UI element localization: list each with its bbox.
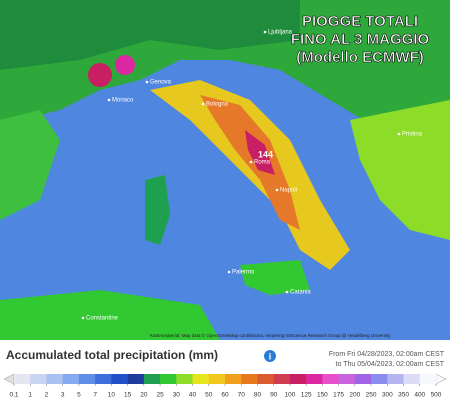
colorbar-label: 3 [61,392,65,399]
city-dot [107,98,111,102]
attribution: Kartenmaterial: Map data © OpenStreetMap… [150,332,391,338]
city-dot [227,270,231,274]
colorbar-swatch [30,374,47,384]
alps [0,0,300,70]
colorbar-label: 5 [77,392,81,399]
colorbar-swatch [387,374,404,384]
colorbar-swatch [208,374,226,384]
colorbar-label: 60 [221,392,229,399]
colorbar-label: 15 [124,392,132,399]
cities: Ljubljana Genova Monaco Bologna Roma Napoli Pa… [81,30,423,322]
city-dot [285,290,289,294]
colorbar-swatch [306,374,323,384]
colorbar-swatch [176,374,193,384]
colorbar-label: 25 [156,392,164,399]
legend-title: Accumulated total precipitation (mm) [6,348,218,362]
map [0,0,450,340]
colorbar-label: 30 [173,392,181,399]
colorbar-label: 400 [414,392,425,399]
iberia-coast [0,110,60,220]
rain-cell [115,55,135,75]
colorbar-swatch [273,374,291,384]
max-label: 144 [258,149,273,159]
colorbar-swatch [289,374,307,384]
info-icon[interactable] [264,350,276,362]
colorbar-label: 70 [238,392,246,399]
colorbar-swatch [143,374,161,384]
city-dot [263,30,267,34]
city-dot [275,188,279,192]
colorbar-swatch [14,374,31,384]
colorbar-swatch [111,374,128,384]
colorbar-swatch [62,374,80,384]
colorbar-label: 10 [108,392,116,399]
africa [0,290,220,340]
period-to: to Thu 05/04/2023, 02:00am CEST [336,361,445,368]
city-label: Pristina [402,132,423,138]
rain-cell [88,63,112,87]
colorbar-label: 500 [431,392,442,399]
colorbar-swatch [322,374,339,384]
title-line: FINO AL 3 MAGGIO [291,31,430,48]
colorbar-swatch [354,374,372,384]
colorbar-swatch [46,374,63,384]
legend-panel [0,340,450,403]
title-line: (Modello ECMWF) [296,49,423,66]
title-line: PIOGGE TOTALI [302,13,418,30]
colorbar-swatch [241,374,258,384]
city-label: Napoli [280,188,297,194]
city-dot [81,316,85,320]
colorbar-swatch [192,374,210,384]
colorbar-label: 300 [382,392,393,399]
sardinia [145,175,170,245]
colorbar: 0.1 1 2 3 5 7 10 15 20 25 30 40 50 60 70 80 90 100 125 150 1… [3,373,447,399]
colorbar-label: 0.1 [9,392,18,399]
city-label: Ljubljana [268,30,293,36]
city-label: Constantine [86,316,119,322]
colorbar-label: 80 [254,392,262,399]
colorbar-label: 2 [45,392,49,399]
city-label: Roma [254,160,271,166]
colorbar-swatch [403,374,421,384]
city-dot [145,80,149,84]
city-dot [397,132,401,136]
italy [150,80,350,270]
sicily [240,260,310,295]
colorbar-swatch [127,374,145,384]
colorbar-label: 100 [284,392,295,399]
city-label: Bologna [206,102,229,108]
colorbar-label: 125 [301,392,312,399]
colorbar-swatch [160,374,177,384]
city-label: Monaco [112,98,134,104]
city-label: Palermo [232,270,255,276]
city-label: Catania [290,290,311,296]
city-dot [249,160,253,164]
info-icon-glyph: i [269,351,272,361]
city-label: Genova [150,80,172,86]
colorbar-label: 7 [93,392,97,399]
colorbar-swatch [78,374,96,384]
colorbar-label: 20 [140,392,148,399]
colorbar-label: 350 [398,392,409,399]
colorbar-swatch [225,374,242,384]
colorbar-swatch [419,374,437,384]
balkans [350,100,450,240]
colorbar-label: 200 [349,392,360,399]
colorbar-label: 50 [205,392,213,399]
city-dot [201,102,205,106]
colorbar-label: 250 [366,392,377,399]
colorbar-swatch [257,374,274,384]
colorbar-label: 90 [270,392,278,399]
max-area [245,130,275,175]
colorbar-label: 1 [28,392,32,399]
colorbar-label: 175 [333,392,344,399]
colorbar-swatch [371,374,388,384]
colorbar-label: 150 [317,392,328,399]
colorbar-swatch [338,374,356,384]
colorbar-label: 40 [189,392,197,399]
colorbar-swatch [95,374,112,384]
period-from: From Fri 04/28/2023, 02:00am CEST [329,351,445,358]
